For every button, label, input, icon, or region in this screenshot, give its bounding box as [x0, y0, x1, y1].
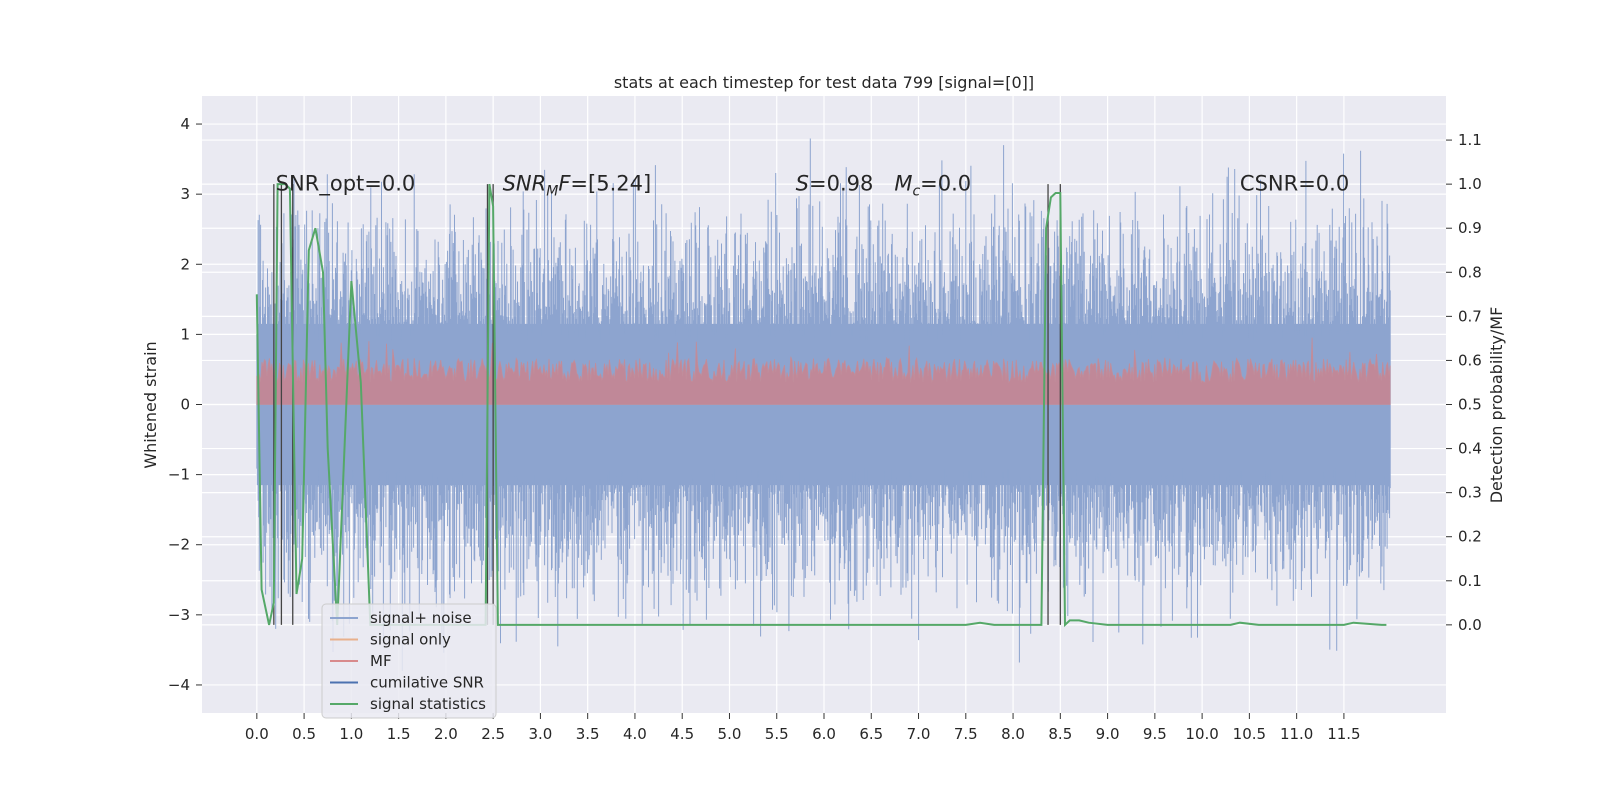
y2-tick-label: 0.3: [1458, 484, 1482, 502]
y2-tick-label: 0.1: [1458, 572, 1482, 590]
legend-label: signal statistics: [370, 695, 486, 713]
legend: signal+ noise signal only MF cumilative SNR…: [321, 603, 497, 719]
x-tick-label: 4.5: [670, 725, 694, 743]
y2-tick-label: 0.2: [1458, 528, 1482, 546]
x-tick-label: 10.0: [1185, 725, 1218, 743]
legend-label: cumilative SNR: [370, 674, 484, 692]
y-tick-label: 1: [180, 325, 190, 343]
y2-tick-label: 1.0: [1458, 175, 1482, 193]
y2-tick-label: 1.1: [1458, 131, 1482, 149]
y-tick-label: −4: [168, 676, 190, 694]
signal-statistics-series: [255, 183, 1387, 628]
legend-label: signal+ noise: [370, 609, 472, 627]
x-tick-label: 1.5: [387, 725, 411, 743]
x-tick-label: 10.5: [1233, 725, 1266, 743]
x-tick-label: 9.0: [1096, 725, 1120, 743]
x-tick-label: 3.5: [576, 725, 600, 743]
y-axis-ticks: 4 3 2 1 0 −1 −2 −3 −4: [168, 115, 202, 694]
x-tick-label: 6.0: [812, 725, 836, 743]
y2-tick-label: 0.8: [1458, 263, 1482, 281]
x-tick-label: 5.5: [765, 725, 789, 743]
x-tick-label: 7.0: [907, 725, 931, 743]
y2-axis-ticks: 0.0 0.1 0.2 0.3 0.4 0.5 0.6 0.7 0.8 0.9 1.0 1.1: [1446, 131, 1482, 634]
x-tick-label: 8.0: [1001, 725, 1025, 743]
y-tick-label: 4: [180, 115, 190, 133]
y2-tick-label: 0.0: [1458, 616, 1482, 634]
y2-tick-label: 0.5: [1458, 396, 1482, 414]
x-tick-label: 6.5: [859, 725, 883, 743]
y-axis-label: Whitened strain: [141, 341, 160, 468]
y-tick-label: 3: [180, 185, 190, 203]
annotation-snr_opt: SNR_opt=0.0: [276, 172, 416, 197]
annotation-csnr: CSNR=0.0: [1240, 172, 1349, 196]
x-tick-label: 2.0: [434, 725, 458, 743]
annotation-s_mc: S=0.98 Mc=0.0: [796, 172, 972, 200]
mf-series: [256, 337, 1391, 405]
legend-box: [321, 603, 497, 719]
x-tick-label: 8.5: [1048, 725, 1072, 743]
x-tick-label: 0.0: [245, 725, 269, 743]
y-tick-label: −3: [168, 606, 190, 624]
x-tick-label: 7.5: [954, 725, 978, 743]
annotation-snr_mf: SNRMF=[5.24]: [503, 172, 652, 200]
chart-title: stats at each timestep for test data 799…: [614, 73, 1034, 92]
y2-tick-label: 0.7: [1458, 307, 1482, 325]
y2-tick-label: 0.6: [1458, 351, 1482, 369]
legend-label: MF: [370, 652, 392, 670]
y-tick-label: −2: [168, 536, 190, 554]
y-tick-label: 0: [180, 396, 190, 414]
x-tick-label: 2.5: [481, 725, 505, 743]
x-tick-label: 11.5: [1327, 725, 1360, 743]
x-tick-label: 4.0: [623, 725, 647, 743]
y-tick-label: −1: [168, 466, 190, 484]
annotations: SNR_opt=0.0 SNRMF=[5.24] S=0.98 Mc=0.0 CSNR…: [276, 172, 1349, 200]
x-axis-ticks: 0.0 0.5 1.0 1.5 2.0 2.5 3.0 3.5 4.0 4.5 5.0 5.5 6.0 6…: [245, 713, 1361, 743]
x-tick-label: 1.0: [339, 725, 363, 743]
x-tick-label: 5.0: [718, 725, 742, 743]
x-tick-label: 11.0: [1280, 725, 1313, 743]
x-tick-label: 0.5: [292, 725, 316, 743]
legend-label: signal only: [370, 631, 451, 649]
y2-tick-label: 0.4: [1458, 440, 1482, 458]
x-tick-label: 9.5: [1143, 725, 1167, 743]
y-tick-label: 2: [180, 255, 190, 273]
y2-axis-label: Detection probability/MF: [1487, 307, 1506, 504]
y2-tick-label: 0.9: [1458, 219, 1482, 237]
x-tick-label: 3.0: [528, 725, 552, 743]
mf-band: [256, 337, 1391, 405]
